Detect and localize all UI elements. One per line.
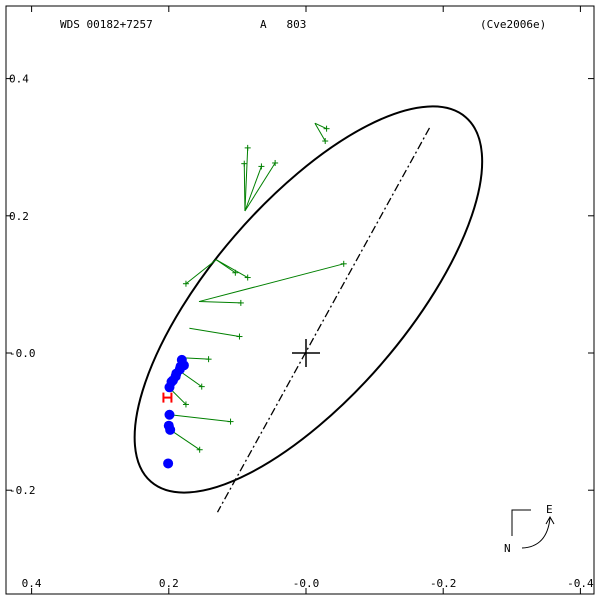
residual-line <box>171 390 187 405</box>
x-tick-label: 0.4 <box>22 577 42 590</box>
interferometric-point <box>163 458 174 469</box>
header-middle-label: A 803 <box>260 18 306 31</box>
orbit-ellipse <box>133 105 484 494</box>
interferometric-point <box>164 382 175 393</box>
residual-line <box>198 263 344 303</box>
y-tick-label: 0.4 <box>9 73 29 86</box>
x-tick-label: 0.2 <box>159 577 179 590</box>
residual-line <box>314 122 326 142</box>
residual-line <box>244 147 249 212</box>
residual-line <box>198 301 241 304</box>
tick-labels: 0.4 0.2 -0.0 -0.2 -0.4 0.4 0.2 -0.0 -0.2 <box>9 73 594 590</box>
tick-marks <box>6 6 594 594</box>
compass-east-label: E <box>546 503 553 516</box>
residual-line <box>169 429 200 451</box>
residual-line <box>215 259 248 278</box>
y-tick-label: 0.2 <box>9 210 29 223</box>
y-tick-label: -0.0 <box>9 347 36 360</box>
orbit-layer <box>133 105 484 513</box>
residual-line <box>244 166 262 212</box>
compass-arrow-head <box>545 515 555 525</box>
residual-line <box>243 163 246 212</box>
residual-line <box>189 327 240 338</box>
compass-north-label: N <box>504 542 511 555</box>
interferometric-point <box>165 424 176 435</box>
x-tick-label: -0.0 <box>293 577 320 590</box>
micrometer-observations <box>169 122 347 453</box>
interferometric-point <box>164 409 175 420</box>
header-left-label: WDS 00182+7257 <box>60 18 153 31</box>
residual-line <box>314 122 327 130</box>
compass-arrow-arc <box>521 517 551 549</box>
plot-frame <box>5 5 595 595</box>
residual-line <box>170 414 231 423</box>
x-tick-label: -0.2 <box>430 577 457 590</box>
line-of-apsides <box>216 127 431 513</box>
y-tick-label: -0.2 <box>9 484 36 497</box>
x-tick-label: -0.4 <box>567 577 594 590</box>
header-right-label: (Cve2006e) <box>480 18 546 31</box>
compass-north-arm <box>511 509 531 536</box>
residual-line <box>185 259 217 285</box>
markers <box>162 339 320 403</box>
interferometric-observations <box>163 354 189 469</box>
compass-icon: E N <box>504 503 555 555</box>
residual-line <box>244 162 276 212</box>
